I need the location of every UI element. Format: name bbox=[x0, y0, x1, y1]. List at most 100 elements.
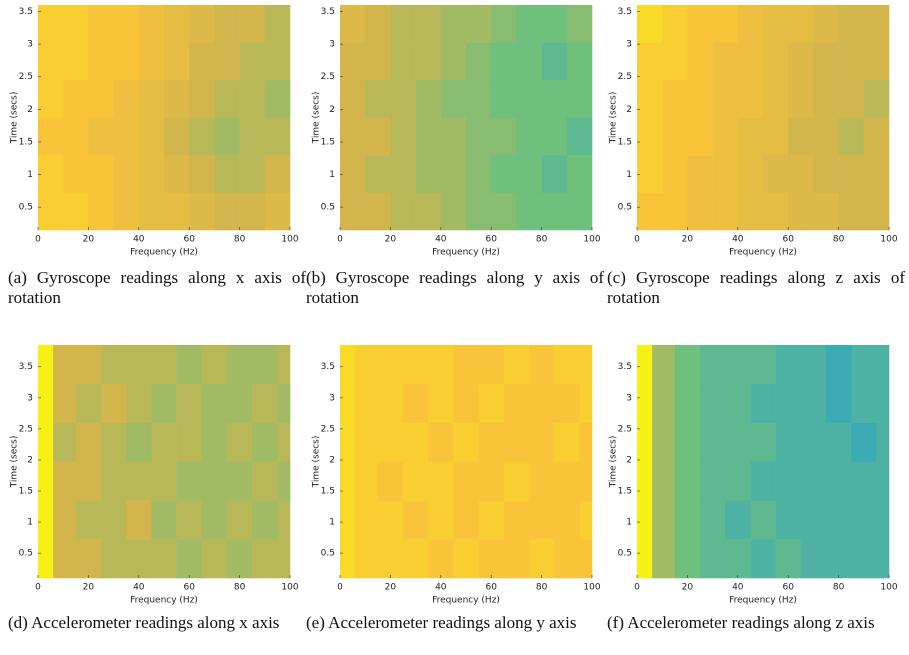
heatmap-cell bbox=[428, 461, 454, 501]
y-tick-label: 2.5 bbox=[321, 72, 335, 82]
heatmap-cell bbox=[826, 500, 852, 540]
heatmap-cell bbox=[227, 422, 253, 462]
heatmap-cell bbox=[478, 461, 505, 501]
heatmap-cell bbox=[788, 5, 814, 43]
heatmap-cell bbox=[763, 42, 789, 81]
heatmap-cell bbox=[264, 80, 291, 118]
x-tick-label: 80 bbox=[536, 583, 548, 593]
heatmap-cell bbox=[674, 461, 701, 501]
heatmap-cell bbox=[264, 192, 291, 231]
heatmap-cell bbox=[750, 345, 776, 385]
heatmap-cell bbox=[63, 192, 89, 231]
heatmap-cell bbox=[712, 42, 739, 81]
x-tick-label: 20 bbox=[682, 583, 694, 593]
heatmap-cell bbox=[440, 192, 467, 231]
heatmap-cell bbox=[252, 461, 278, 501]
heatmap-cell bbox=[340, 42, 366, 81]
heatmap-cell bbox=[687, 117, 713, 156]
heatmap-cell bbox=[652, 345, 676, 385]
heatmap-cell bbox=[863, 117, 890, 156]
heatmap-cell bbox=[541, 117, 568, 156]
heatmap-cell bbox=[800, 345, 827, 385]
x-tick-label: 40 bbox=[435, 583, 447, 593]
heatmap-cell bbox=[652, 383, 676, 423]
heatmap-cell bbox=[277, 500, 291, 540]
heatmap-cell bbox=[566, 80, 593, 118]
heatmap-cell bbox=[637, 345, 653, 385]
heatmap-cell bbox=[340, 500, 356, 540]
heatmap-cell bbox=[712, 117, 739, 156]
y-tick-label: 3.5 bbox=[618, 362, 632, 372]
heatmap-cell bbox=[88, 117, 114, 156]
x-tick-label: 40 bbox=[732, 235, 744, 245]
x-axis-label: Frequency (Hz) bbox=[729, 596, 797, 606]
heatmap-cell bbox=[88, 192, 114, 231]
heatmap-cell bbox=[750, 383, 776, 423]
y-tick-label: 1.5 bbox=[321, 137, 335, 147]
heatmap-cell bbox=[529, 539, 555, 579]
y-tick-label: 2 bbox=[329, 105, 335, 115]
heatmap-cell bbox=[340, 345, 356, 385]
y-tick-label: 3.5 bbox=[321, 362, 335, 372]
heatmap-cell bbox=[365, 192, 391, 231]
heatmap-cell bbox=[38, 5, 64, 43]
heatmap-cell bbox=[652, 500, 676, 540]
x-tick-label: 80 bbox=[536, 235, 548, 245]
heatmap-cell bbox=[637, 192, 663, 231]
x-tick-label: 20 bbox=[385, 583, 397, 593]
heatmap-cell bbox=[813, 80, 839, 118]
x-tick-label: 40 bbox=[435, 235, 447, 245]
heatmap-cell bbox=[838, 42, 865, 81]
heatmap-cell bbox=[340, 461, 356, 501]
heatmap-cell bbox=[763, 155, 789, 193]
heatmap-cell bbox=[214, 192, 240, 231]
heatmap-cell bbox=[239, 155, 266, 193]
heatmap-cell bbox=[466, 42, 492, 81]
heatmap-cell bbox=[529, 500, 555, 540]
x-tick-label: 60 bbox=[782, 235, 794, 245]
heatmap-cell bbox=[340, 383, 356, 423]
y-tick-label: 3 bbox=[329, 393, 335, 403]
heatmap-cell bbox=[113, 117, 140, 156]
heatmap-cell bbox=[554, 500, 580, 540]
heatmap-cell bbox=[541, 155, 568, 193]
x-axis-label: Frequency (Hz) bbox=[130, 248, 198, 258]
heatmap-cell bbox=[876, 500, 890, 540]
heatmap-cell bbox=[113, 155, 140, 193]
heatmap-cell bbox=[466, 80, 492, 118]
heatmap-cell bbox=[674, 539, 701, 579]
heatmap-cell bbox=[340, 117, 366, 156]
heatmap-cell bbox=[252, 345, 278, 385]
heatmap-cell bbox=[201, 422, 228, 462]
heatmap-cell bbox=[876, 345, 890, 385]
heatmap-cell bbox=[750, 422, 776, 462]
heatmap-cell bbox=[214, 5, 240, 43]
heatmap-cell bbox=[239, 117, 266, 156]
caption: (a) Gyroscope readings along x axis of r… bbox=[8, 268, 306, 307]
heatmap-cell bbox=[227, 539, 253, 579]
heatmap-cell bbox=[700, 345, 726, 385]
heatmap-cell bbox=[277, 383, 291, 423]
heatmap-cell bbox=[176, 345, 203, 385]
heatmap-cell bbox=[554, 539, 580, 579]
heatmap-cell bbox=[101, 383, 127, 423]
heatmap-cell bbox=[637, 117, 663, 156]
y-tick-label: 1.5 bbox=[19, 487, 33, 497]
heatmap-cell bbox=[390, 42, 416, 81]
heatmap-cell bbox=[88, 80, 114, 118]
heatmap-cell bbox=[662, 192, 688, 231]
heatmap-cell bbox=[53, 539, 77, 579]
heatmap-cell bbox=[800, 500, 827, 540]
heatmap-cell bbox=[674, 422, 701, 462]
heatmap-cell bbox=[101, 539, 127, 579]
y-tick-label: 0.5 bbox=[19, 203, 33, 213]
heatmap-cell bbox=[138, 155, 165, 193]
heatmap-cell bbox=[674, 345, 701, 385]
heatmap-cell bbox=[440, 80, 467, 118]
heatmap-cell bbox=[415, 5, 442, 43]
heatmap-cell bbox=[851, 461, 877, 501]
heatmap-cell bbox=[176, 539, 203, 579]
heatmap-cell bbox=[750, 500, 776, 540]
